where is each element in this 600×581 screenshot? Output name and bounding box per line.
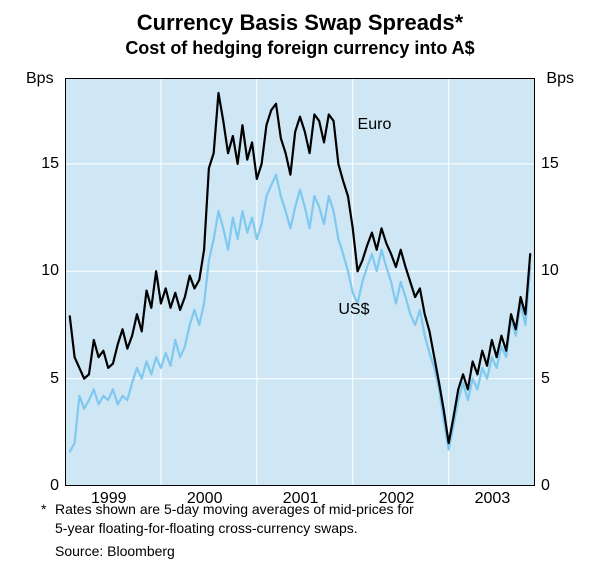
y-axis-label-right: Bps [546,70,574,88]
y-tick-left: 15 [41,155,59,173]
y-tick-right: 5 [541,370,550,388]
footnote: * Rates shown are 5-day moving averages … [55,500,570,561]
chart-subtitle: Cost of hedging foreign currency into A$ [0,38,600,59]
source-label: Source: [55,543,103,559]
series-label-euro: Euro [358,116,392,134]
chart-title: Currency Basis Swap Spreads* [0,10,600,36]
y-tick-left: 0 [50,477,59,495]
y-tick-left: 10 [41,262,59,280]
footnote-line-2: 5-year floating-for-floating cross-curre… [55,520,358,536]
footnote-line-1: Rates shown are 5-day moving averages of… [55,501,414,517]
footnote-marker: * [41,500,46,519]
plot-area [65,78,535,486]
y-tick-right: 15 [541,155,559,173]
figure: Currency Basis Swap Spreads* Cost of hed… [0,0,600,581]
y-tick-right: 10 [541,262,559,280]
y-tick-right: 0 [541,477,550,495]
series-label-us: US$ [338,301,369,319]
chart-svg [65,78,535,486]
source-value: Bloomberg [107,543,175,559]
y-tick-left: 5 [50,370,59,388]
y-axis-label-left: Bps [26,70,54,88]
